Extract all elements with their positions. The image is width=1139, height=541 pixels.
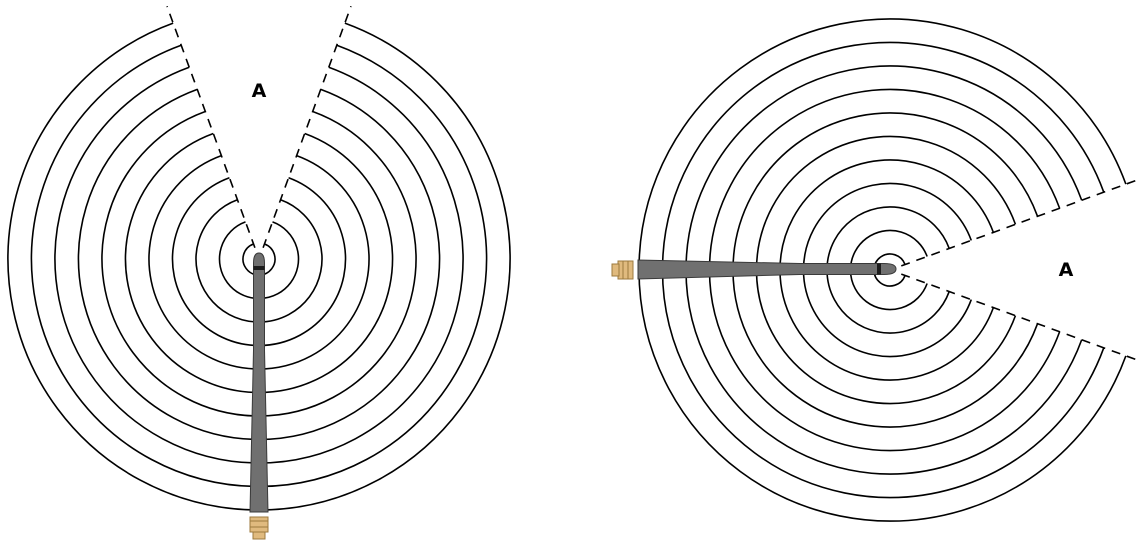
connector-nut [249, 516, 269, 533]
connector-pin [252, 531, 266, 540]
zone-boundary-line [901, 273, 1139, 362]
zone-label-a: A [1059, 259, 1074, 281]
vertical-antenna-figure: A [7, 5, 511, 540]
vertical-antenna-icon [249, 252, 269, 540]
no-signal-zone-boundary [166, 5, 352, 248]
zone-label-a: A [252, 80, 267, 102]
no-signal-zone-boundary [901, 178, 1139, 362]
antenna-rod [249, 252, 269, 513]
connector-nut [617, 260, 634, 280]
horizontal-antenna-icon [611, 259, 897, 280]
antenna-rod [637, 259, 897, 280]
zone-boundary-line [901, 178, 1139, 267]
antenna-tip-band [253, 266, 265, 270]
zone-boundary-line [262, 5, 352, 248]
connector-pin [611, 263, 620, 277]
horizontal-antenna-figure: A [611, 18, 1139, 522]
zone-boundary-line [166, 5, 256, 248]
antenna-tip-band [877, 263, 881, 275]
